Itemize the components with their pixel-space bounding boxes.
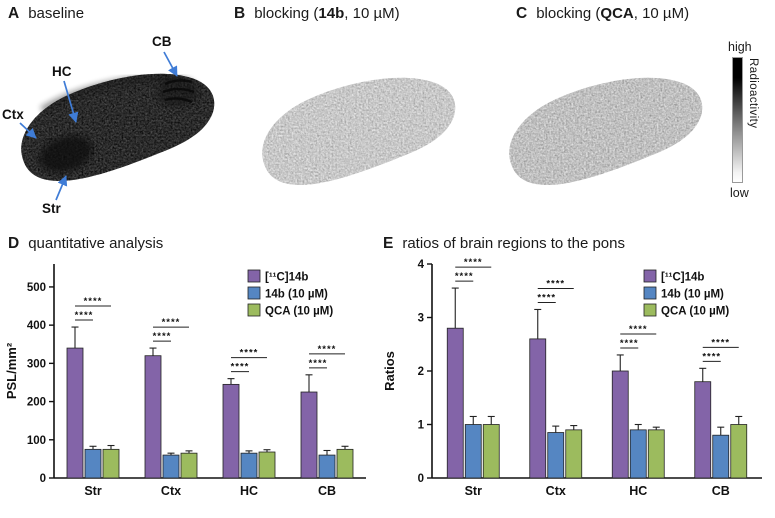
panel-b-letter: B [234, 5, 246, 22]
svg-text:****: **** [240, 348, 259, 359]
panel-a-title-text: baseline [28, 5, 85, 22]
panel-b-title-prefix: blocking ( [254, 5, 319, 22]
svg-text:****: **** [546, 278, 565, 289]
panel-b-title-suffix: , 10 µM) [344, 5, 400, 22]
panel-b-title-compound: 14b [318, 5, 345, 22]
svg-text:****: **** [318, 344, 337, 355]
svg-text:Str: Str [465, 484, 483, 498]
svg-text:****: **** [711, 337, 730, 348]
striatum-dark-region [39, 135, 93, 173]
svg-text:****: **** [464, 257, 483, 268]
svg-text:****: **** [537, 292, 556, 303]
svg-text:500: 500 [27, 282, 46, 294]
panel-c-title-compound: QCA [600, 5, 634, 22]
svg-text:2: 2 [418, 366, 424, 378]
svg-text:Ratios: Ratios [382, 351, 397, 391]
panel-d-letter: D [8, 235, 20, 252]
region-label-hc: HC [52, 64, 72, 79]
cortex-dark-band [40, 74, 175, 113]
svg-text:[¹¹C]14b: [¹¹C]14b [661, 272, 704, 284]
region-label-ctx: Ctx [2, 107, 24, 122]
svg-text:HC: HC [240, 484, 258, 498]
bar-chart-quantitative-analysis: 0 100 200 300 400 500 PSL/mm² Str Ctx HC CB **** ***… [4, 264, 366, 498]
brain-autoradiograph-baseline: Ctx HC CB Str [2, 34, 215, 216]
noise-texture [509, 77, 703, 185]
svg-text:HC: HC [629, 484, 647, 498]
svg-text:****: **** [309, 358, 328, 369]
svg-text:0: 0 [40, 473, 46, 485]
noise-texture [262, 77, 456, 185]
svg-text:300: 300 [27, 358, 46, 370]
svg-text:200: 200 [27, 397, 46, 409]
svg-text:****: **** [629, 324, 648, 335]
svg-text:CB: CB [318, 484, 336, 498]
svg-text:PSL/mm²: PSL/mm² [4, 342, 19, 399]
svg-text:****: **** [153, 331, 172, 342]
brain-autoradiograph-blocking-qca [509, 77, 703, 185]
region-arrow-ctx [19, 122, 37, 139]
panel-e-title-text: ratios of brain regions to the pons [402, 235, 625, 252]
svg-text:[¹¹C]14b: [¹¹C]14b [265, 272, 308, 284]
region-arrow-cb [163, 51, 178, 77]
panel-a-letter: A [8, 5, 20, 22]
colorbar-axis-label: Radioactivity [747, 58, 759, 129]
svg-text:****: **** [231, 362, 250, 373]
brain-autoradiograph-blocking-14b [262, 77, 456, 185]
svg-text:14b (10 µM): 14b (10 µM) [661, 289, 724, 301]
svg-text:14b (10 µM): 14b (10 µM) [265, 289, 328, 301]
svg-text:QCA (10 µM): QCA (10 µM) [265, 306, 333, 318]
svg-text:Ctx: Ctx [546, 484, 566, 498]
radioactivity-colorbar: high Radioactivity low [728, 40, 774, 210]
svg-text:CB: CB [712, 484, 730, 498]
svg-text:Ctx: Ctx [161, 484, 181, 498]
colorbar-high-label: high [728, 40, 752, 54]
svg-text:3: 3 [418, 313, 424, 325]
svg-text:****: **** [162, 317, 181, 328]
svg-text:****: **** [620, 338, 639, 349]
region-arrow-hc [63, 80, 79, 123]
region-label-str: Str [42, 201, 62, 216]
svg-text:****: **** [702, 351, 721, 362]
svg-text:0: 0 [418, 473, 424, 485]
svg-text:400: 400 [27, 320, 46, 332]
svg-text:1: 1 [418, 420, 425, 432]
svg-text:****: **** [455, 271, 474, 282]
panel-c-title-suffix: , 10 µM) [633, 5, 690, 22]
region-arrow-str [55, 175, 68, 201]
colorbar-low-label: low [730, 186, 749, 200]
panel-c-letter: C [516, 5, 528, 22]
panel-c-title-prefix: blocking ( [536, 5, 601, 22]
svg-text:100: 100 [27, 435, 46, 447]
colorbar-gradient [732, 57, 743, 183]
svg-text:QCA (10 µM): QCA (10 µM) [661, 306, 729, 318]
svg-text:4: 4 [418, 259, 425, 271]
svg-text:Str: Str [84, 484, 102, 498]
cerebellum-stripes [162, 79, 195, 104]
bar-chart-region-pons-ratios: 0 1 2 3 4 Ratios Str Ctx HC CB **** **** **** **** ***… [382, 257, 762, 498]
panel-d-title-text: quantitative analysis [28, 235, 164, 252]
svg-text:****: **** [75, 310, 94, 321]
svg-text:****: **** [84, 296, 103, 307]
panel-e-letter: E [383, 235, 394, 252]
region-label-cb: CB [152, 34, 172, 49]
